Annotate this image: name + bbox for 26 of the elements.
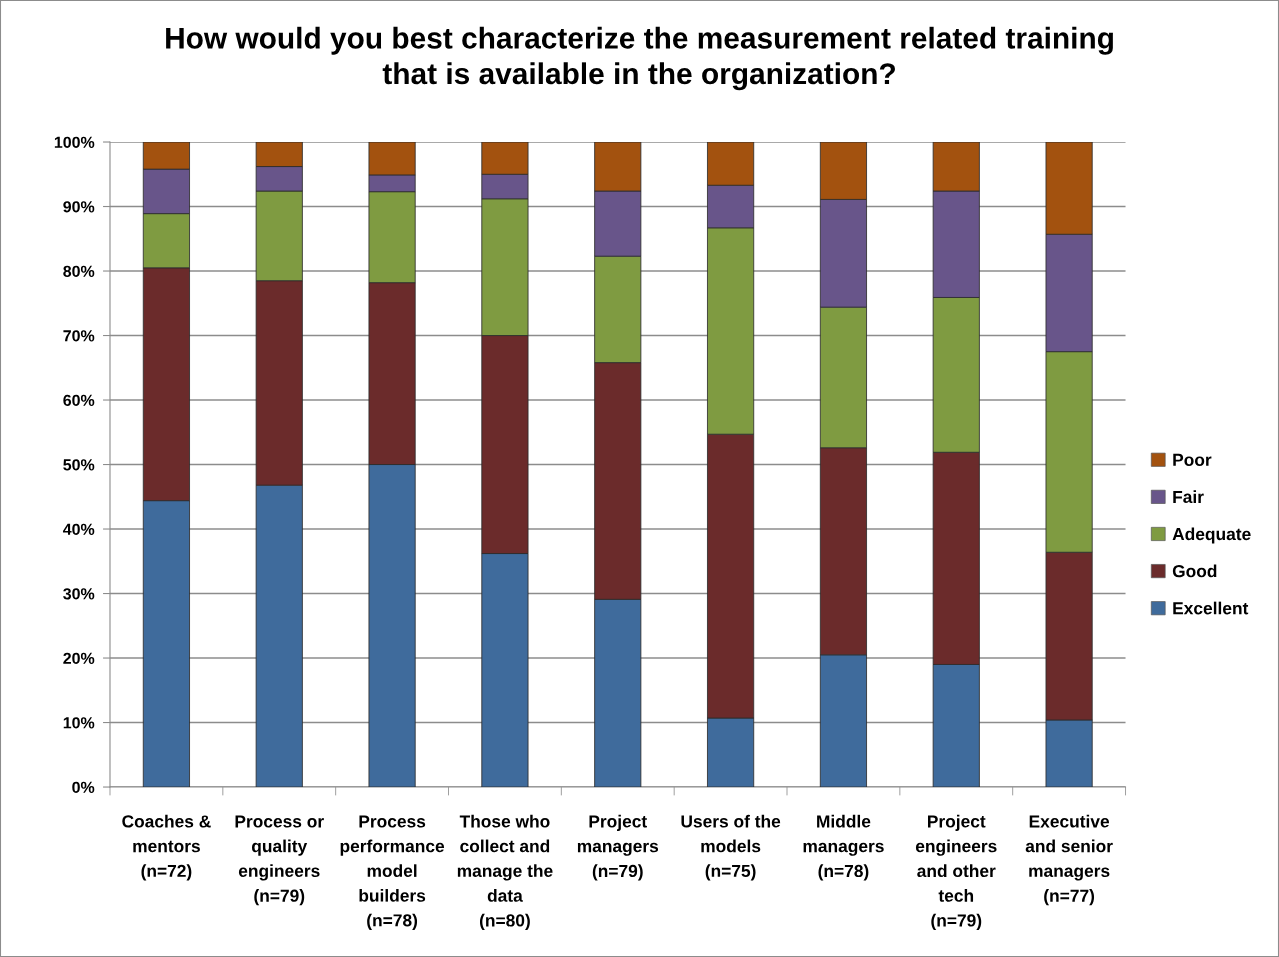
y-tick-label: 0% <box>72 781 95 793</box>
x-tick-label: Project managers (n=79) <box>577 814 659 881</box>
y-tick-label: 40% <box>62 523 95 535</box>
legend-label: Fair <box>1173 490 1204 504</box>
y-tick-label: 20% <box>63 652 95 664</box>
x-tick-label: Those who collect and manage the data (n=80) <box>457 814 553 931</box>
y-tick-label: 10% <box>63 717 95 729</box>
legend-label: Poor <box>1173 453 1212 466</box>
x-tick-label: Coaches & mentors (n=72) <box>122 814 211 881</box>
y-tick-label: 80% <box>63 265 95 277</box>
y-tick-label: 30% <box>63 588 95 600</box>
legend-label: Adequate <box>1172 527 1251 544</box>
x-tick-label: Process performance model builders (n=78) <box>340 815 445 930</box>
legend-label: Good <box>1172 564 1217 578</box>
x-tick-label: Users of the models (n=75) <box>681 814 781 881</box>
x-tick-label: Project engineers and other tech (n=79) <box>915 814 997 931</box>
x-tick-label: Executive and senior managers (n=77) <box>1025 814 1113 906</box>
y-tick-label: 90% <box>63 201 95 213</box>
x-tick-label: Process or quality engineers (n=79) <box>235 815 324 906</box>
y-tick-label: 50% <box>63 459 95 471</box>
x-tick-label: Middle managers (n=78) <box>803 814 884 881</box>
y-tick-label: 60% <box>63 394 95 406</box>
legend-label: Excellent <box>1173 601 1249 615</box>
y-tick-label: 70% <box>63 330 95 342</box>
y-tick-label: 100% <box>54 136 95 148</box>
chart-title: How would you best characterize the measurement related training that is available in the organization? <box>166 26 1113 91</box>
